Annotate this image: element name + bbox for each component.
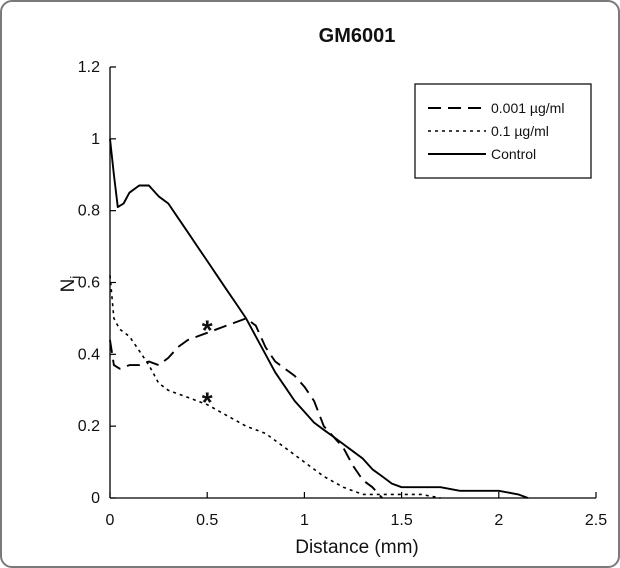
significance-asterisk: * xyxy=(202,386,213,417)
y-tick-label: 0.2 xyxy=(78,418,100,435)
series-line-solid xyxy=(109,138,529,499)
legend-label: 0.1 µg/ml xyxy=(491,123,549,139)
y-axis-label: Ni xyxy=(58,276,83,293)
significance-asterisk: * xyxy=(202,315,213,346)
y-tick-label: 0 xyxy=(91,490,100,507)
x-tick-label: 0 xyxy=(106,512,115,529)
x-tick-label: 1 xyxy=(300,512,309,529)
chart-title: GM6001 xyxy=(319,25,396,47)
y-tick-label: 1.2 xyxy=(78,59,100,76)
y-tick-label: 0.8 xyxy=(78,203,100,220)
y-tick-label: 1 xyxy=(91,131,100,148)
series-line-dotted xyxy=(109,275,441,499)
y-tick-label: 0.6 xyxy=(78,275,100,292)
x-tick-label: 0.5 xyxy=(196,512,218,529)
x-tick-label: 1.5 xyxy=(390,512,412,529)
x-tick-label: 2.5 xyxy=(585,512,607,529)
legend-label: 0.001 µg/ml xyxy=(491,100,564,116)
y-tick-label: 0.4 xyxy=(78,346,100,363)
axes: 0 0.2 0.4 0.6 0.8 1 1.2 0 0.5 1 1.5 2 2.5 xyxy=(78,59,607,529)
legend-label: Control xyxy=(491,146,536,162)
x-tick-label: 2 xyxy=(494,512,503,529)
series-layer xyxy=(109,138,529,499)
series-line-dashed xyxy=(109,317,383,499)
legend: 0.001 µg/ml 0.1 µg/ml Control xyxy=(414,83,592,179)
y-axis-label-subscript: i xyxy=(67,276,83,279)
y-axis-label-group: Ni xyxy=(58,276,83,293)
y-axis-label-main: N xyxy=(58,279,79,293)
annotations: ** xyxy=(202,315,213,418)
x-axis-label: Distance (mm) xyxy=(295,537,419,558)
